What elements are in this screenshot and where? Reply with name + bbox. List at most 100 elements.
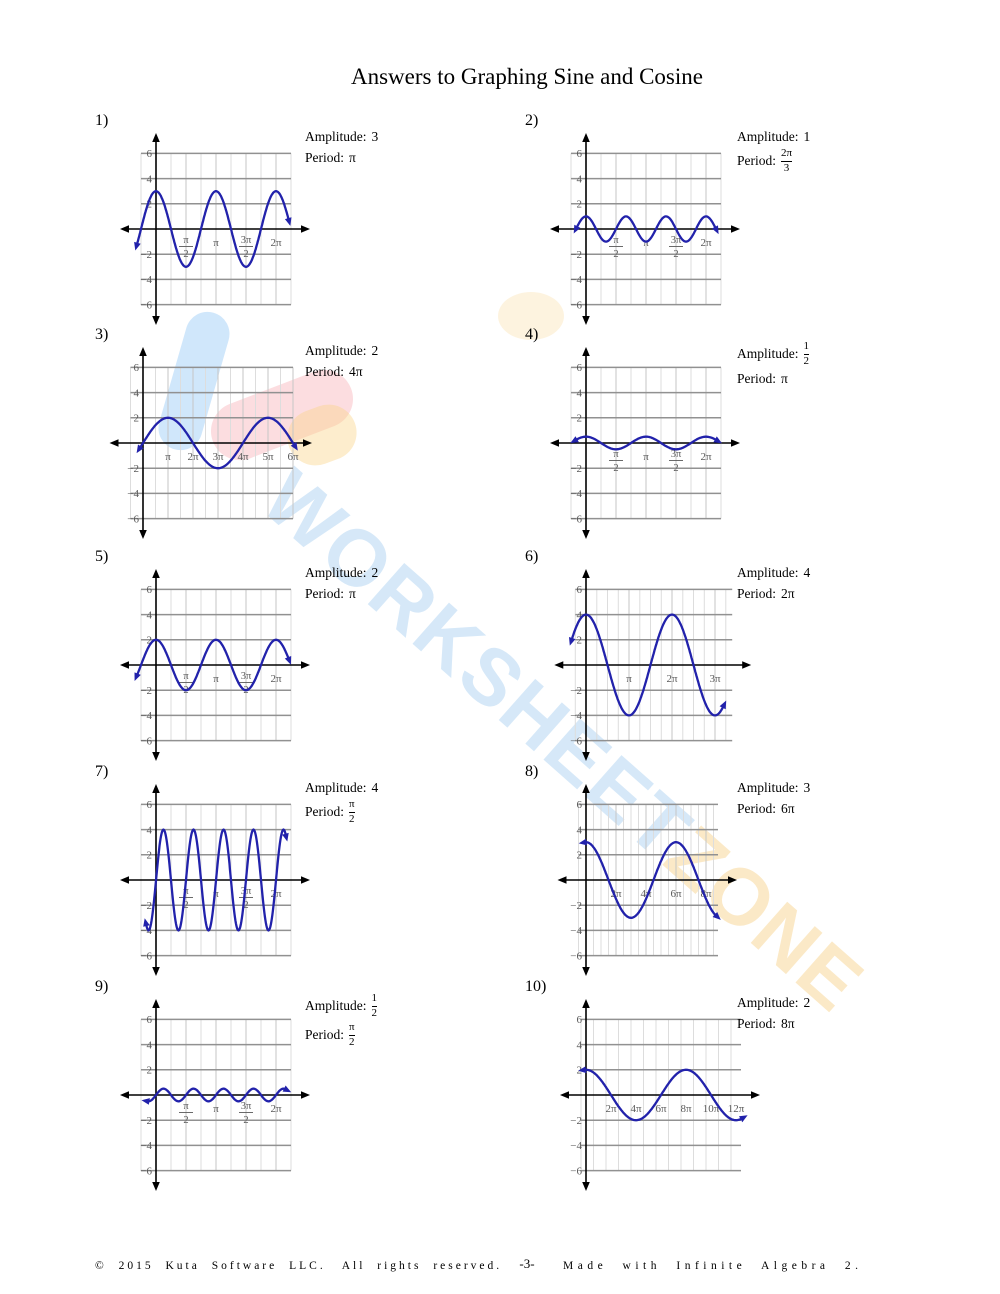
svg-text:10π: 10π — [703, 1103, 720, 1115]
period-label: Period: — [305, 1027, 344, 1043]
amplitude-label: Amplitude: — [737, 346, 799, 362]
period-line: Period: π 2 — [305, 1020, 377, 1049]
amplitude-label: Amplitude: — [737, 779, 799, 795]
svg-text:−2: −2 — [570, 463, 582, 475]
svg-text:2: 2 — [243, 249, 248, 260]
svg-text:8π: 8π — [700, 888, 712, 900]
svg-text:−6: −6 — [570, 513, 582, 525]
problem-number: 7) — [95, 763, 109, 780]
svg-text:6: 6 — [147, 584, 153, 596]
svg-text:4: 4 — [577, 824, 583, 836]
svg-text:2: 2 — [613, 249, 618, 260]
svg-text:π: π — [643, 237, 649, 249]
svg-text:4: 4 — [147, 609, 153, 621]
fraction-bar — [371, 1005, 377, 1007]
svg-text:π: π — [626, 673, 632, 685]
problem-answer: Amplitude: 3 Period: π — [305, 127, 378, 169]
svg-text:3π: 3π — [241, 1101, 252, 1112]
amplitude-label: Amplitude: — [305, 564, 367, 580]
period-line: Period: π — [305, 148, 378, 167]
amplitude-label: Amplitude: — [305, 998, 367, 1014]
period-line: Period: 2π 3 — [737, 147, 810, 175]
svg-text:4: 4 — [577, 1039, 583, 1051]
period-label: Period: — [737, 153, 776, 169]
answer-value: 2 — [803, 994, 811, 1010]
answer-value: 1 — [803, 128, 811, 144]
svg-text:−2: −2 — [127, 463, 139, 475]
svg-text:−6: −6 — [140, 299, 152, 311]
problem-number: 1) — [95, 112, 109, 129]
graph-canvas-3: 6 4 2 −2 −4 −6 π 2π 3π 4π 5π 6π — [109, 347, 312, 539]
answer-value: 2π — [781, 585, 795, 601]
svg-text:2: 2 — [147, 635, 153, 647]
amplitude-line: Amplitude: 3 — [737, 778, 810, 797]
period-line: Period: π — [305, 584, 378, 603]
svg-text:4: 4 — [147, 1039, 153, 1051]
svg-text:3π: 3π — [241, 671, 252, 682]
period-line: Period: 6π — [737, 799, 810, 818]
svg-text:−6: −6 — [570, 735, 582, 747]
problem-number: 5) — [95, 548, 109, 565]
footer-copyright: © 2015 Kuta Software LLC. All rights rese… — [95, 1260, 502, 1272]
svg-text:5π: 5π — [262, 451, 274, 463]
problem-number: 6) — [525, 548, 539, 565]
svg-text:2π: 2π — [270, 888, 282, 900]
svg-text:−6: −6 — [570, 1165, 582, 1177]
problem-answer: Amplitude: 2 Period: 8π — [737, 993, 810, 1035]
svg-text:4π: 4π — [640, 888, 652, 900]
amplitude-line: Amplitude: 1 2 — [737, 340, 809, 368]
svg-text:2: 2 — [577, 413, 583, 425]
period-line: Period: 2π — [737, 584, 810, 603]
svg-text:π: π — [165, 451, 171, 463]
svg-text:π: π — [613, 449, 619, 460]
svg-text:6π: 6π — [287, 451, 299, 463]
svg-text:4π: 4π — [237, 451, 249, 463]
answer-value: 3 — [371, 128, 379, 144]
fraction-bar — [349, 1034, 355, 1036]
svg-text:−2: −2 — [570, 900, 582, 912]
svg-text:3π: 3π — [212, 451, 224, 463]
amplitude-line: Amplitude: 2 — [737, 993, 810, 1012]
svg-text:2π: 2π — [605, 1103, 617, 1115]
svg-text:2: 2 — [147, 199, 153, 211]
svg-text:6: 6 — [577, 1014, 583, 1026]
problem-number: 2) — [525, 112, 539, 129]
amplitude-line: Amplitude: 1 — [737, 127, 810, 146]
svg-text:−6: −6 — [140, 735, 152, 747]
problem-number: 10) — [525, 978, 547, 995]
svg-text:−4: −4 — [140, 1140, 152, 1152]
svg-text:−4: −4 — [570, 1140, 582, 1152]
answer-value: π — [349, 149, 356, 165]
svg-text:π: π — [213, 237, 219, 249]
problem-number: 9) — [95, 978, 109, 995]
svg-text:2: 2 — [183, 249, 188, 260]
svg-text:−6: −6 — [127, 513, 139, 525]
svg-text:2: 2 — [673, 463, 678, 474]
period-label: Period: — [737, 585, 776, 601]
svg-text:2: 2 — [577, 635, 583, 647]
svg-text:2: 2 — [183, 900, 188, 911]
period-label: Period: — [305, 804, 344, 820]
problem-answer: Amplitude: 2 Period: π — [305, 563, 378, 605]
svg-text:−4: −4 — [127, 488, 139, 500]
period-label: Period: — [305, 363, 344, 379]
period-line: Period: 8π — [737, 1014, 810, 1033]
problem-answer: Amplitude: 1 Period: 2π 3 — [737, 127, 810, 177]
amplitude-line: Amplitude: 4 — [737, 563, 810, 582]
amplitude-line: Amplitude: 4 — [305, 778, 378, 797]
svg-text:2: 2 — [613, 463, 618, 474]
answer-value: 4 — [371, 779, 379, 795]
svg-text:2π: 2π — [270, 1103, 282, 1115]
svg-text:π: π — [213, 888, 219, 900]
problem-number: 4) — [525, 326, 539, 343]
svg-text:−6: −6 — [140, 1165, 152, 1177]
svg-text:2: 2 — [243, 900, 248, 911]
period-label: Period: — [305, 585, 344, 601]
svg-text:2π: 2π — [610, 888, 622, 900]
